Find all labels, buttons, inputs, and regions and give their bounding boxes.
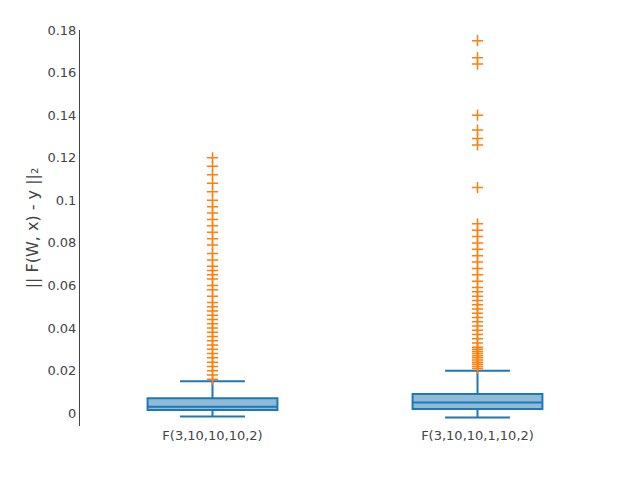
svg-text:0.16: 0.16 — [47, 65, 76, 80]
svg-text:0.06: 0.06 — [47, 278, 76, 293]
svg-text:0.08: 0.08 — [47, 235, 76, 250]
svg-text:F(3,10,10,1,10,2): F(3,10,10,1,10,2) — [421, 428, 534, 443]
svg-text:F(3,10,10,10,2): F(3,10,10,10,2) — [162, 428, 262, 443]
svg-text:0.04: 0.04 — [47, 321, 76, 336]
svg-text:0.18: 0.18 — [47, 23, 76, 38]
svg-text:0.12: 0.12 — [47, 150, 76, 165]
svg-text:0.14: 0.14 — [47, 108, 76, 123]
svg-text:0.02: 0.02 — [47, 363, 76, 378]
svg-text:0: 0 — [68, 406, 76, 421]
svg-text:|| F(W, x) - y ||₂: || F(W, x) - y ||₂ — [23, 168, 42, 289]
svg-text:0.1: 0.1 — [56, 193, 77, 208]
